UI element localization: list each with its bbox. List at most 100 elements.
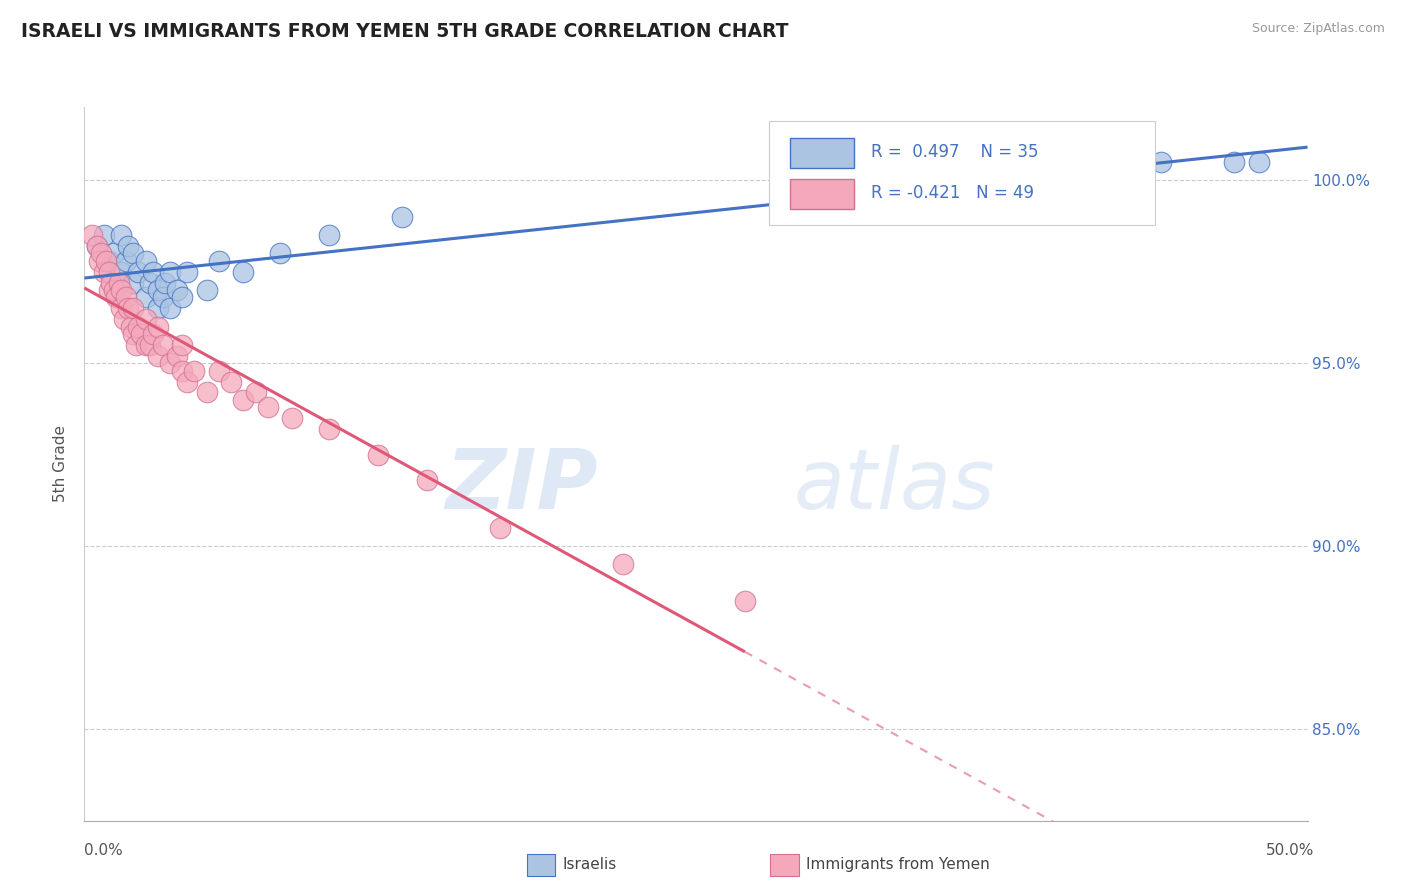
Point — [208, 253, 231, 268]
Point — [117, 301, 139, 316]
Point — [96, 253, 118, 268]
Point — [416, 473, 439, 487]
Point — [142, 326, 165, 341]
Point — [110, 283, 132, 297]
Point — [135, 338, 157, 352]
Point — [135, 253, 157, 268]
Point — [129, 326, 152, 341]
Point — [208, 363, 231, 377]
Point — [183, 363, 205, 377]
Text: ZIP: ZIP — [446, 445, 598, 525]
Point — [172, 338, 194, 352]
Point — [318, 422, 340, 436]
Point — [135, 290, 157, 304]
Point — [127, 319, 149, 334]
Point — [103, 283, 125, 297]
Point — [122, 301, 145, 316]
Point — [122, 276, 145, 290]
Point — [97, 265, 120, 279]
Point — [135, 312, 157, 326]
Text: Israelis: Israelis — [562, 857, 617, 871]
Point — [153, 276, 176, 290]
Point — [120, 319, 142, 334]
Point — [166, 349, 188, 363]
Bar — [790, 137, 853, 168]
Point — [318, 228, 340, 243]
Text: R =  0.497    N = 35: R = 0.497 N = 35 — [870, 143, 1039, 161]
Point — [80, 228, 103, 243]
Y-axis label: 5th Grade: 5th Grade — [53, 425, 69, 502]
Text: ISRAELI VS IMMIGRANTS FROM YEMEN 5TH GRADE CORRELATION CHART: ISRAELI VS IMMIGRANTS FROM YEMEN 5TH GRA… — [21, 22, 789, 41]
Bar — [527, 854, 555, 876]
Point — [117, 239, 139, 253]
Point — [232, 265, 254, 279]
Point — [107, 276, 129, 290]
Point — [90, 246, 112, 260]
Point — [100, 276, 122, 290]
Point — [87, 253, 110, 268]
Point — [176, 265, 198, 279]
Point — [172, 363, 194, 377]
Point — [979, 166, 1001, 180]
Point — [391, 210, 413, 224]
Point — [142, 265, 165, 279]
Point — [122, 246, 145, 260]
Point — [115, 253, 138, 268]
Text: atlas: atlas — [794, 445, 995, 525]
Point — [139, 338, 162, 352]
Point — [110, 265, 132, 279]
Point — [97, 253, 120, 268]
Point — [127, 265, 149, 279]
Point — [245, 385, 267, 400]
Point — [93, 265, 115, 279]
Point — [166, 283, 188, 297]
Point — [125, 338, 148, 352]
Text: 50.0%: 50.0% — [1267, 843, 1315, 858]
Point — [172, 290, 194, 304]
Point — [269, 246, 291, 260]
Point — [219, 375, 242, 389]
Point — [146, 283, 169, 297]
Text: Immigrants from Yemen: Immigrants from Yemen — [806, 857, 990, 871]
Point — [115, 290, 138, 304]
Point — [195, 283, 218, 297]
FancyBboxPatch shape — [769, 121, 1154, 225]
Point — [146, 349, 169, 363]
Point — [195, 385, 218, 400]
Point — [110, 301, 132, 316]
Point — [159, 356, 181, 370]
Point — [612, 558, 634, 572]
Bar — [770, 854, 799, 876]
Point — [281, 411, 304, 425]
Point — [152, 290, 174, 304]
Point — [112, 312, 135, 326]
Point — [86, 239, 108, 253]
Text: R = -0.421   N = 49: R = -0.421 N = 49 — [870, 185, 1033, 202]
Point — [232, 392, 254, 407]
Point — [146, 301, 169, 316]
Point — [110, 228, 132, 243]
Point — [159, 265, 181, 279]
Point — [367, 448, 389, 462]
Point — [139, 276, 162, 290]
Bar — [790, 179, 853, 209]
Point — [93, 228, 115, 243]
Text: 0.0%: 0.0% — [84, 843, 124, 858]
Point — [257, 400, 280, 414]
Point — [105, 290, 128, 304]
Point — [152, 338, 174, 352]
Point — [103, 246, 125, 260]
Point — [86, 239, 108, 253]
Point — [146, 319, 169, 334]
Point — [159, 301, 181, 316]
Point — [1150, 155, 1173, 169]
Point — [176, 375, 198, 389]
Point — [1223, 155, 1246, 169]
Point — [1247, 155, 1270, 169]
Point — [807, 173, 830, 187]
Point — [122, 326, 145, 341]
Point — [489, 521, 512, 535]
Point — [734, 594, 756, 608]
Point — [97, 283, 120, 297]
Text: Source: ZipAtlas.com: Source: ZipAtlas.com — [1251, 22, 1385, 36]
